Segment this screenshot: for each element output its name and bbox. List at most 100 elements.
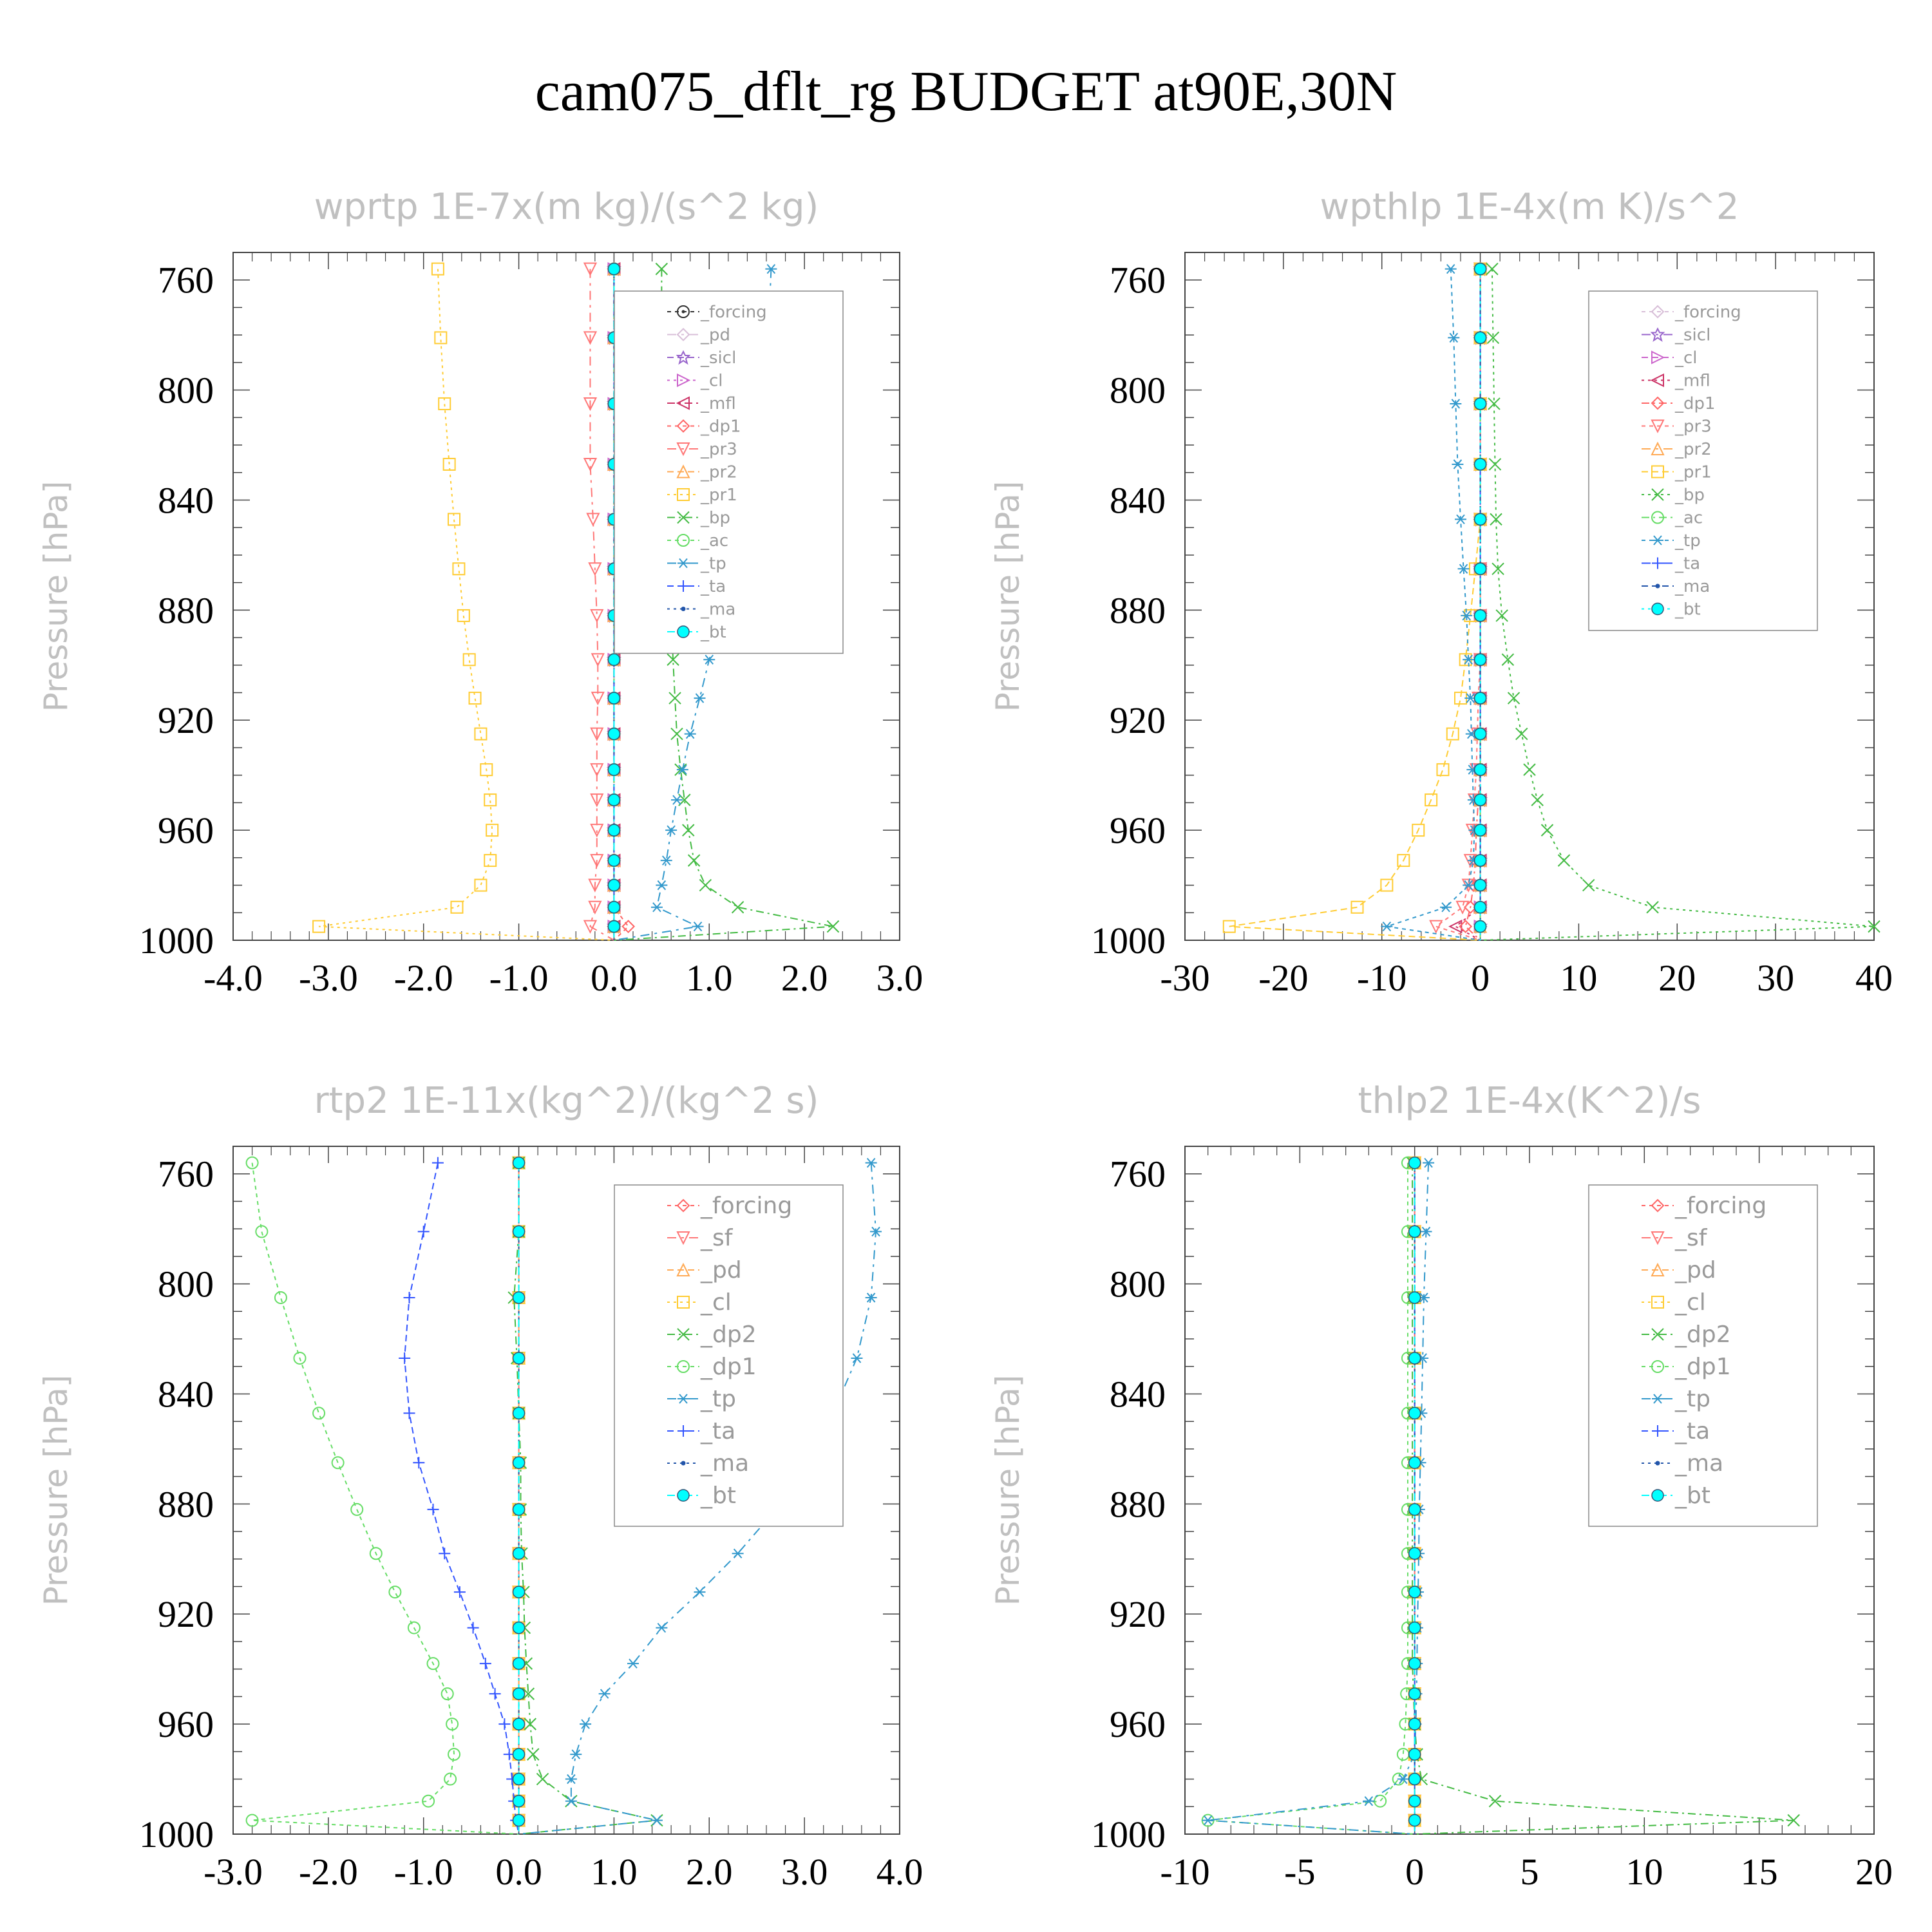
data-point [590, 793, 604, 808]
y-tick-label: 800 [158, 370, 214, 412]
data-point [446, 1718, 459, 1731]
data-point [1397, 1774, 1409, 1785]
data-point [1492, 562, 1504, 575]
data-point [870, 1226, 882, 1237]
legend-label: _ac [700, 531, 728, 551]
legend-marker [1651, 441, 1665, 455]
legend-label: _pr2 [700, 463, 737, 482]
y-tick-label: 960 [1110, 1703, 1166, 1745]
legend-marker [677, 1328, 690, 1341]
data-point [1473, 692, 1487, 705]
legend-marker [1651, 1360, 1664, 1373]
legend-label: _bp [700, 509, 730, 528]
y-tick-label: 920 [1110, 699, 1166, 741]
data-point [1222, 920, 1236, 933]
data-point [583, 262, 598, 276]
data-point [480, 763, 493, 777]
series-line [589, 269, 614, 941]
legend-marker [1651, 305, 1665, 319]
data-point [583, 397, 598, 412]
series-line [1454, 269, 1481, 941]
data-point [427, 1503, 439, 1515]
data-point [413, 1457, 425, 1469]
legend-label: _dp2 [700, 1321, 757, 1348]
legend: _forcing _sicl _cl _mfl _dp1 _pr3 _pr2 _pr1 _bp _… [1588, 290, 1818, 631]
y-tick-label: 920 [158, 699, 214, 741]
x-tick-label: -30 [1160, 957, 1209, 999]
data-point [1473, 793, 1487, 806]
x-tick-label: 0.0 [495, 1851, 542, 1893]
y-tick-label: 760 [158, 260, 214, 301]
legend-marker [677, 1489, 690, 1502]
data-point [590, 763, 604, 777]
legend-label: _dp1 [700, 417, 741, 437]
legend-marker [1651, 1262, 1665, 1276]
data-point [1557, 854, 1571, 867]
legend-label: _ta [1674, 1418, 1710, 1444]
data-point [403, 1407, 415, 1419]
data-point [489, 1688, 501, 1700]
data-point [512, 1794, 526, 1808]
legend-marker [1651, 1198, 1665, 1213]
legend-marker [676, 1231, 690, 1245]
data-point [1455, 900, 1470, 914]
data-point [1486, 331, 1500, 345]
data-point [331, 1456, 345, 1470]
data-point [1488, 458, 1502, 471]
legend-label: _pr1 [700, 486, 737, 505]
legend-marker [677, 305, 690, 318]
data-point [399, 1352, 411, 1364]
legend-marker [1650, 327, 1665, 342]
legend-marker [1651, 511, 1664, 524]
x-tick-label: 15 [1741, 1851, 1778, 1893]
data-point [1408, 1225, 1421, 1238]
legend-label: _ta [700, 577, 726, 596]
data-point [524, 1718, 537, 1730]
data-point [565, 1796, 577, 1806]
data-point [512, 1156, 526, 1170]
data-point [687, 854, 701, 867]
data-point [668, 692, 681, 705]
data-point [607, 692, 621, 705]
legend-label: _bt [700, 623, 726, 642]
legend-label: _bt [700, 1482, 736, 1509]
data-point [512, 1748, 526, 1761]
data-point [1486, 262, 1499, 276]
data-point [1423, 1157, 1435, 1168]
data-point [1420, 1226, 1432, 1237]
series-ta [399, 1157, 522, 1835]
data-point [1450, 399, 1462, 409]
legend-label: _ta [700, 1418, 735, 1444]
data-point [865, 1157, 877, 1168]
data-point [732, 1548, 744, 1558]
legend-marker [1650, 373, 1664, 388]
data-point [583, 457, 598, 472]
data-point [1523, 763, 1536, 776]
legend-label: _dp2 [1674, 1321, 1731, 1348]
data-point [670, 727, 683, 741]
data-point [1408, 1687, 1421, 1700]
y-tick-label: 920 [1110, 1593, 1166, 1635]
data-point [448, 513, 461, 526]
data-point [1473, 854, 1487, 867]
data-point [274, 1291, 287, 1304]
data-point [1408, 1657, 1421, 1670]
data-point [607, 900, 621, 914]
legend-marker [677, 511, 690, 524]
series-line [614, 269, 833, 941]
y-tick-label: 880 [1110, 1483, 1166, 1525]
y-tick-label: 760 [1110, 260, 1166, 301]
series-bt [1408, 1156, 1421, 1834]
data-point [512, 1456, 526, 1470]
data-point [434, 331, 448, 345]
data-point [1408, 1156, 1421, 1170]
data-point [293, 1351, 307, 1365]
series-dp1 [1201, 1156, 1415, 1835]
y-tick-label: 800 [1110, 370, 1166, 412]
y-tick-label: 840 [1110, 1373, 1166, 1415]
data-point [442, 457, 456, 471]
legend-label: _dp1 [1674, 1354, 1731, 1380]
legend-marker [677, 1360, 690, 1373]
x-tick-label: -10 [1357, 957, 1406, 999]
legend-marker [1651, 419, 1665, 433]
